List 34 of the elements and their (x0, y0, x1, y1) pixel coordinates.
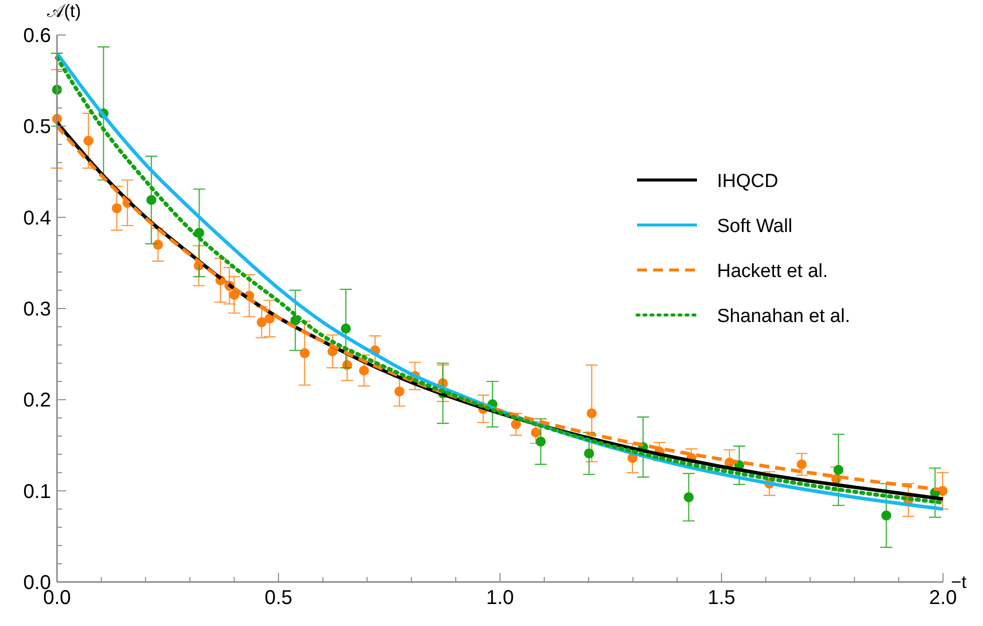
x-tick-label: 2.0 (929, 587, 957, 609)
point (264, 314, 275, 324)
point (256, 317, 267, 328)
x-tick-label: 1.0 (486, 587, 514, 609)
point (153, 240, 164, 250)
point (530, 427, 541, 438)
legend-label: Hackett et al. (717, 261, 828, 282)
point (684, 492, 694, 502)
point (584, 448, 594, 458)
point (796, 459, 807, 470)
point (394, 386, 404, 396)
legend-label: Shanahan et al. (717, 306, 850, 327)
x-tick-label: 0.5 (264, 587, 292, 609)
point (586, 408, 597, 418)
y-tick-label: 0.1 (23, 480, 51, 503)
point (881, 510, 892, 520)
y-tick-label: 0.6 (23, 25, 51, 47)
point (146, 195, 156, 206)
point (510, 419, 521, 430)
point (340, 324, 351, 334)
legend-label: Soft Wall (717, 216, 792, 237)
point (833, 464, 844, 475)
point (536, 436, 546, 447)
y-tick-label: 0.3 (23, 298, 51, 320)
point (83, 136, 94, 146)
point (359, 365, 369, 376)
point (112, 203, 122, 214)
y-tick-label: 0.2 (23, 390, 51, 412)
y-tick-label: 0.4 (23, 207, 51, 230)
x-tick-label: 1.5 (708, 587, 736, 609)
point (300, 348, 310, 358)
legend-label: IHQCD (717, 171, 778, 192)
y-axis-title: 𝒜(t) (47, 1, 81, 21)
y-tick-label: 0.5 (23, 116, 51, 138)
